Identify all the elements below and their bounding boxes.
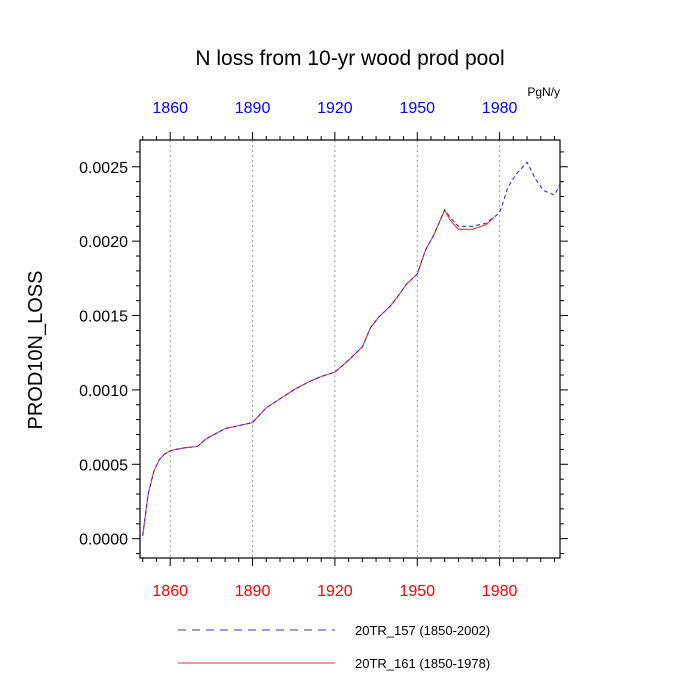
grid-layer bbox=[169, 140, 501, 558]
y-tick-label: 0.0015 bbox=[79, 309, 128, 326]
y-tick-label: 0.0005 bbox=[79, 457, 128, 474]
ticks-layer: 1860 1860 1890 1890 1920 1920 1950 1950 1980 1980… bbox=[79, 100, 568, 600]
y-axis-label: PROD10N_LOSS bbox=[25, 271, 47, 430]
x-tick-label-top: 1920 bbox=[317, 100, 353, 117]
x-tick-label-bottom: 1890 bbox=[235, 583, 271, 600]
x-tick-label-top: 1890 bbox=[235, 100, 271, 117]
series-layer bbox=[142, 161, 561, 536]
series-line-20tr-157 bbox=[142, 161, 561, 536]
x-tick-label-top: 1860 bbox=[152, 100, 188, 117]
y-tick-label: 0.0025 bbox=[79, 160, 128, 177]
y-tick-label: 0.0000 bbox=[79, 532, 128, 549]
x-tick-label-top: 1980 bbox=[482, 100, 518, 117]
x-tick-label-bottom: 1920 bbox=[317, 583, 353, 600]
y-tick-label: 0.0010 bbox=[79, 383, 128, 400]
x-tick-label-bottom: 1980 bbox=[482, 583, 518, 600]
x-tick-label-bottom: 1860 bbox=[152, 583, 188, 600]
y-tick-label: 0.0020 bbox=[79, 234, 128, 251]
x-tick-label-top: 1950 bbox=[399, 100, 435, 117]
legend-label-20tr-161: 20TR_161 (1850-1978) bbox=[355, 656, 490, 671]
series-line-20tr-161 bbox=[142, 208, 495, 536]
chart-title: N loss from 10-yr wood prod pool bbox=[195, 47, 504, 70]
units-label: PgN/y bbox=[527, 85, 560, 99]
x-tick-label-bottom: 1950 bbox=[399, 583, 435, 600]
legend-label-20tr-157: 20TR_157 (1850-2002) bbox=[355, 623, 490, 638]
legend: 20TR_157 (1850-2002) 20TR_161 (1850-1978) bbox=[178, 623, 490, 671]
plot-frame bbox=[139, 139, 561, 559]
